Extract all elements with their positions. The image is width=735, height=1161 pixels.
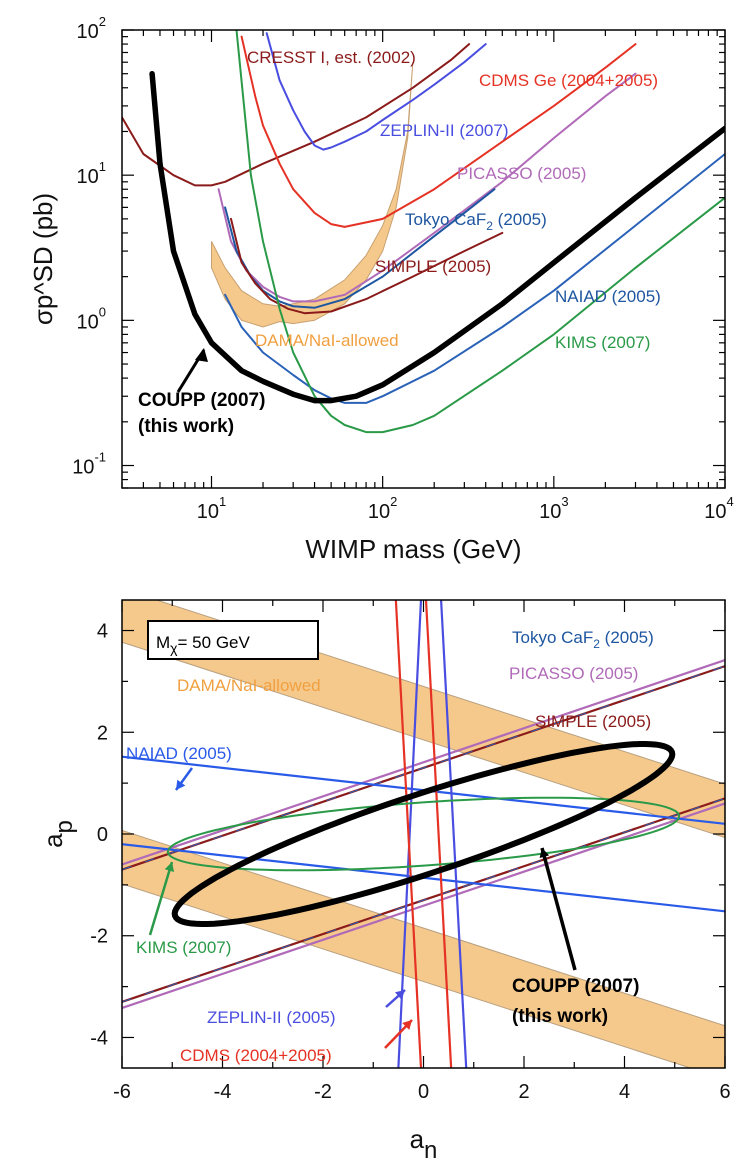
- x-tick-label: 4: [619, 1081, 630, 1103]
- label-coupp-2007: COUPP (2007): [138, 390, 265, 411]
- band-dama-nai-allowed-lower: [122, 829, 725, 1068]
- series-line-cresst-i-est-2002: [122, 43, 471, 187]
- axis-ticks: [121, 29, 726, 489]
- x-tick-label: -2: [314, 1081, 332, 1103]
- line-zeplin-ii-right: [439, 600, 468, 1068]
- x-tick-label: -4: [214, 1081, 232, 1103]
- x-tick-label: 102: [368, 494, 397, 523]
- label-zeplin-ii-2007: ZEPLIN-II (2007): [380, 121, 509, 140]
- kims-arrow: [148, 861, 174, 936]
- x-axis-title: WIMP mass (GeV): [305, 534, 521, 564]
- label-cdms-ge-2004-2005: CDMS Ge (2004+2005): [479, 71, 658, 90]
- x-tick-label: 2: [518, 1081, 529, 1103]
- x-tick-label: 0: [418, 1081, 429, 1103]
- series-line-simple-2005: [230, 217, 504, 315]
- x-tick-label: -6: [113, 1081, 131, 1103]
- top-panel: 101 102 103 104 10-1 100 101 102 CRESST I, est.…: [28, 14, 734, 564]
- series-line-naiad-2005: [224, 153, 725, 404]
- y-tick-label: 101: [77, 159, 106, 188]
- line-cdms-left: [394, 600, 423, 1068]
- coupp-arrow-head: [195, 348, 208, 362]
- constraint-lines: [122, 600, 725, 1068]
- inset-text: Mχ= 50 GeV: [156, 633, 250, 656]
- line-picasso-2005-lower: [122, 802, 725, 1010]
- label-tokyo-caf: Tokyo CaF2 (2005): [405, 210, 547, 233]
- y-tick-label: 2: [97, 722, 108, 744]
- label-cresst-i-est-2002: CRESST I, est. (2002): [247, 48, 416, 67]
- series-labels: Tokyo CaF2 (2005) PICASSO (2005) SIMPLE (2…: [126, 628, 654, 1065]
- x-tick-label: 104: [704, 494, 733, 523]
- x-tick-label: 103: [539, 494, 568, 523]
- naiad-arrow-head: [176, 779, 186, 790]
- label-zeplin-ii-2005: ZEPLIN-II (2005): [207, 1008, 336, 1027]
- ellipses: [166, 741, 681, 927]
- label-kims-2007: KIMS (2007): [555, 333, 650, 352]
- label-cdms-2004-2005: CDMS (2004+2005): [180, 1046, 332, 1065]
- series-line-kims-2007: [235, 30, 725, 434]
- inset-box: [147, 620, 319, 660]
- line-simple-2005-upper-dash: [122, 665, 725, 871]
- zeplin-arrow-head: [395, 990, 405, 1000]
- y-tick-label: 4: [97, 621, 108, 643]
- label-dama-nai-allowed: DAMA/NaI-allowed: [177, 676, 321, 695]
- line-cdms-right: [424, 600, 453, 1068]
- label-coupp-2007: COUPP (2007): [512, 976, 639, 997]
- x-axis-title: an: [410, 1124, 438, 1161]
- ellipse-coupp-2007-this-work: [171, 741, 676, 927]
- label-simple-2005: SIMPLE (2005): [375, 257, 491, 276]
- dama-allowed-band: [211, 62, 414, 328]
- x-tick-label: 6: [719, 1081, 730, 1103]
- series-group: [122, 30, 725, 434]
- cdms-arrow-head: [402, 1020, 412, 1030]
- line-simple-2005-lower-dash: [122, 797, 725, 1003]
- series-line-coupp-2007-this-work: [149, 70, 725, 404]
- y-axis-title: σp^SD (pb): [28, 193, 58, 325]
- series-line-zeplin-ii-2007: [265, 32, 487, 151]
- label-picasso-2005: PICASSO (2005): [509, 664, 638, 683]
- y-tick-label: 102: [77, 14, 106, 43]
- coupp-arrow-head: [539, 848, 550, 858]
- label-this-work: (this work): [512, 1006, 608, 1027]
- ellipse-kims-2007: [166, 796, 681, 872]
- label-dama-nai-allowed: DAMA/NaI-allowed: [255, 331, 399, 350]
- label-naiad-2005: NAIAD (2005): [126, 744, 232, 763]
- label-tokyo-caf: Tokyo CaF2 (2005): [512, 628, 654, 651]
- label-kims-2007: KIMS (2007): [136, 938, 231, 957]
- series-line-cdms-ge-2004-2005: [240, 35, 637, 228]
- dama-band-area: [211, 62, 414, 328]
- y-tick-label: -2: [90, 926, 108, 948]
- line-zeplin-ii-left: [397, 600, 423, 1068]
- y-tick-label: 0: [97, 824, 108, 846]
- kims-arrow-head: [164, 862, 175, 872]
- series-labels: CRESST I, est. (2002) CDMS Ge (2004+2005)…: [138, 48, 661, 437]
- axis-ticks: [121, 600, 726, 1068]
- label-this-work: (this work): [138, 416, 234, 437]
- label-naiad-2005: NAIAD (2005): [555, 287, 661, 306]
- label-picasso-2005: PICASSO (2005): [457, 164, 586, 183]
- y-tick-label: 10-1: [72, 450, 106, 479]
- line-picasso-2005-upper: [122, 658, 725, 866]
- axis-tick-labels: 101 102 103 104 10-1 100 101 102: [72, 14, 734, 523]
- x-tick-label: 101: [197, 494, 226, 523]
- plot-frame: [121, 29, 726, 489]
- y-tick-label: -4: [90, 1027, 108, 1049]
- axis-tick-labels: -6 -4 -2 0 2 4 6 -4 -2 0 2 4: [90, 621, 730, 1103]
- label-simple-2005: SIMPLE (2005): [535, 712, 651, 731]
- bottom-panel: -6 -4 -2 0 2 4 6 -4 -2 0 2 4 Mχ= 50 GeV Tokyo CaF2 …: [38, 599, 731, 1161]
- y-tick-label: 100: [77, 304, 106, 333]
- coupp-arrow: [540, 847, 577, 971]
- mass-inset: Mχ= 50 GeV: [147, 620, 319, 660]
- y-axis-title: ap: [38, 820, 78, 848]
